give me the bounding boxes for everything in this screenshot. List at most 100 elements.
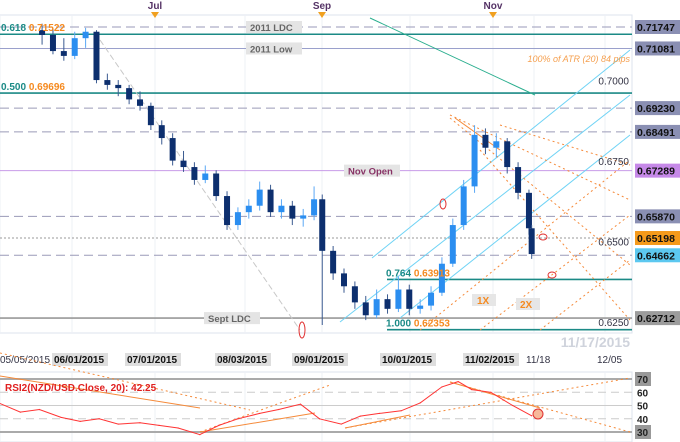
- triangle-marker-icon: [489, 12, 497, 18]
- candle-body: [93, 31, 100, 81]
- rsi-point: [79, 420, 81, 422]
- candle-body: [278, 205, 285, 213]
- candle: [213, 170, 220, 201]
- rsi-trendline: [344, 377, 631, 429]
- candle: [438, 257, 445, 296]
- candle-body: [504, 141, 511, 168]
- candle: [351, 281, 358, 309]
- y-tick-label: 0.6750: [598, 157, 629, 168]
- candle-body: [82, 31, 89, 39]
- candle-body: [471, 134, 478, 187]
- candle-body: [330, 250, 337, 274]
- candle: [191, 162, 198, 185]
- candle: [319, 194, 326, 325]
- rsi-point: [419, 402, 421, 404]
- price-badge: [635, 209, 680, 224]
- rsi-tick-label: 70: [637, 375, 649, 386]
- level-tag-bg: [246, 42, 302, 55]
- candle: [373, 289, 380, 319]
- candle: [428, 286, 435, 311]
- date-watermark: 11/17/2015: [561, 334, 631, 350]
- x-tick-label: 11/18: [526, 355, 551, 366]
- candle-body: [71, 38, 78, 56]
- fib-label: 1.000 0.62353: [386, 319, 450, 330]
- rsi-point: [278, 408, 280, 411]
- fib-label: 0.764 0.63913: [386, 268, 450, 279]
- rsi-point: [139, 422, 141, 424]
- candle: [406, 284, 413, 316]
- candle-body: [115, 84, 122, 89]
- x-tick-label: 09/01/2015: [294, 355, 344, 366]
- candle-body: [528, 228, 535, 255]
- trend-tools: [99, 17, 631, 339]
- candle-body: [438, 263, 445, 293]
- candle: [504, 138, 511, 174]
- rsi-point: [218, 424, 220, 426]
- price-badge: [635, 101, 680, 116]
- fan-1x-label: 1X: [477, 296, 490, 307]
- price-badge-label: 0.64662: [637, 250, 675, 262]
- candle: [245, 199, 252, 219]
- candle: [169, 133, 176, 166]
- candle: [137, 91, 143, 111]
- channel-line: [454, 117, 501, 151]
- candle: [115, 80, 122, 97]
- candle: [311, 186, 318, 221]
- candle: [300, 208, 307, 227]
- candle-body: [202, 173, 209, 180]
- rsi-point: [531, 415, 533, 417]
- fan-line: [449, 117, 631, 266]
- rsi-point: [400, 410, 402, 412]
- rsi-tick-label: 30: [637, 428, 649, 439]
- candle-body: [49, 34, 56, 52]
- rsi-point: [457, 381, 459, 383]
- candle-body: [493, 141, 500, 148]
- candle: [460, 179, 467, 230]
- x-tick-label: 08/03/2015: [217, 355, 267, 366]
- pitchfork-lower: [399, 134, 631, 319]
- price-badge: [635, 163, 680, 178]
- candle-body: [341, 273, 347, 287]
- candle-body: [158, 125, 165, 139]
- y-tick-label: 0.6500: [598, 237, 629, 248]
- rsi-point: [237, 418, 239, 420]
- rsi-tick-label: 60: [637, 388, 649, 399]
- fan-line: [479, 214, 631, 331]
- x-tick-label: 06/01/2015: [54, 355, 104, 366]
- candle-body: [406, 289, 413, 309]
- rsi-point: [177, 427, 179, 429]
- rsi-point: [299, 403, 302, 405]
- candle-body: [234, 212, 241, 226]
- candle-body: [482, 134, 489, 148]
- candle: [528, 225, 535, 259]
- candle: [515, 162, 522, 200]
- pitchfork-upper: [371, 49, 631, 259]
- x-tick-label: 07/01/2015: [127, 355, 177, 366]
- price-badge-label: 0.65198: [637, 233, 675, 245]
- level-tag-bg: [344, 164, 400, 177]
- fan-line: [419, 159, 631, 331]
- candle-body: [525, 192, 532, 229]
- x-tick-bg: [292, 353, 348, 366]
- rsi-tick-label: 40: [637, 415, 649, 426]
- candle: [330, 245, 337, 280]
- rsi-tick-bg: [635, 425, 651, 439]
- level-tag: 2011 LDC: [250, 23, 293, 34]
- candle: [224, 191, 231, 230]
- candle-body: [351, 286, 358, 303]
- price-badge-label: 0.69230: [637, 103, 675, 115]
- candle-body: [384, 299, 391, 309]
- rsi-tick-bg: [635, 372, 651, 386]
- candle-body: [213, 173, 220, 197]
- fib-label: 0.618 0.71522: [1, 23, 65, 34]
- rsi-point: [359, 415, 361, 417]
- x-tick-bg: [380, 353, 436, 366]
- candle: [341, 268, 347, 293]
- candle-body: [300, 215, 307, 219]
- candle: [104, 73, 111, 90]
- candle: [525, 189, 532, 235]
- candle-body: [395, 289, 402, 309]
- triangle-marker-icon: [151, 12, 159, 18]
- x-tick-label: 05/05/2015: [0, 355, 50, 366]
- price-badge: [635, 124, 680, 139]
